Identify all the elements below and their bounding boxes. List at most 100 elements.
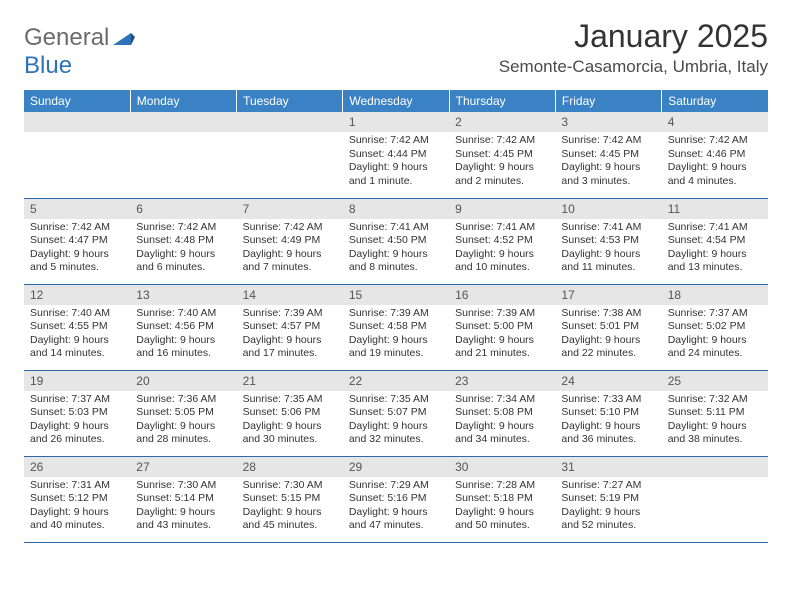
- sunset-text: Sunset: 4:53 PM: [561, 234, 655, 248]
- calendar-cell: 23Sunrise: 7:34 AMSunset: 5:08 PMDayligh…: [449, 370, 555, 456]
- daylight-text: Daylight: 9 hours and 16 minutes.: [136, 334, 230, 361]
- day-number: 20: [130, 371, 236, 391]
- sunset-text: Sunset: 5:05 PM: [136, 406, 230, 420]
- calendar-cell: 11Sunrise: 7:41 AMSunset: 4:54 PMDayligh…: [662, 198, 768, 284]
- day-number: 31: [555, 457, 661, 477]
- sunrise-text: Sunrise: 7:32 AM: [668, 393, 762, 407]
- day-data: Sunrise: 7:28 AMSunset: 5:18 PMDaylight:…: [449, 477, 555, 537]
- day-data: Sunrise: 7:30 AMSunset: 5:15 PMDaylight:…: [237, 477, 343, 537]
- day-number: 19: [24, 371, 130, 391]
- sunrise-text: Sunrise: 7:29 AM: [349, 479, 443, 493]
- daylight-text: Daylight: 9 hours and 52 minutes.: [561, 506, 655, 533]
- weekday-row: Sunday Monday Tuesday Wednesday Thursday…: [24, 90, 768, 112]
- day-data: Sunrise: 7:35 AMSunset: 5:07 PMDaylight:…: [343, 391, 449, 451]
- calendar-cell: 28Sunrise: 7:30 AMSunset: 5:15 PMDayligh…: [237, 456, 343, 542]
- day-number: 2: [449, 112, 555, 132]
- calendar-cell: 14Sunrise: 7:39 AMSunset: 4:57 PMDayligh…: [237, 284, 343, 370]
- month-title: January 2025: [499, 18, 768, 55]
- daylight-text: Daylight: 9 hours and 43 minutes.: [136, 506, 230, 533]
- calendar-cell-empty: [130, 112, 236, 198]
- calendar-cell: 4Sunrise: 7:42 AMSunset: 4:46 PMDaylight…: [662, 112, 768, 198]
- day-number: 4: [662, 112, 768, 132]
- sunset-text: Sunset: 4:45 PM: [455, 148, 549, 162]
- daylight-text: Daylight: 9 hours and 24 minutes.: [668, 334, 762, 361]
- day-number: 22: [343, 371, 449, 391]
- day-data: Sunrise: 7:29 AMSunset: 5:16 PMDaylight:…: [343, 477, 449, 537]
- daylight-text: Daylight: 9 hours and 3 minutes.: [561, 161, 655, 188]
- sunrise-text: Sunrise: 7:42 AM: [349, 134, 443, 148]
- day-data: Sunrise: 7:41 AMSunset: 4:54 PMDaylight:…: [662, 219, 768, 279]
- calendar-cell: 20Sunrise: 7:36 AMSunset: 5:05 PMDayligh…: [130, 370, 236, 456]
- daylight-text: Daylight: 9 hours and 45 minutes.: [243, 506, 337, 533]
- day-data: Sunrise: 7:32 AMSunset: 5:11 PMDaylight:…: [662, 391, 768, 451]
- daylight-text: Daylight: 9 hours and 26 minutes.: [30, 420, 124, 447]
- daylight-text: Daylight: 9 hours and 47 minutes.: [349, 506, 443, 533]
- daylight-text: Daylight: 9 hours and 1 minute.: [349, 161, 443, 188]
- sunrise-text: Sunrise: 7:41 AM: [349, 221, 443, 235]
- calendar-cell: 5Sunrise: 7:42 AMSunset: 4:47 PMDaylight…: [24, 198, 130, 284]
- sunset-text: Sunset: 5:03 PM: [30, 406, 124, 420]
- calendar-cell: 3Sunrise: 7:42 AMSunset: 4:45 PMDaylight…: [555, 112, 661, 198]
- daylight-text: Daylight: 9 hours and 2 minutes.: [455, 161, 549, 188]
- calendar-cell: 30Sunrise: 7:28 AMSunset: 5:18 PMDayligh…: [449, 456, 555, 542]
- sunset-text: Sunset: 4:54 PM: [668, 234, 762, 248]
- sunrise-text: Sunrise: 7:27 AM: [561, 479, 655, 493]
- daylight-text: Daylight: 9 hours and 30 minutes.: [243, 420, 337, 447]
- sunset-text: Sunset: 5:16 PM: [349, 492, 443, 506]
- calendar-cell: 13Sunrise: 7:40 AMSunset: 4:56 PMDayligh…: [130, 284, 236, 370]
- calendar-cell: 18Sunrise: 7:37 AMSunset: 5:02 PMDayligh…: [662, 284, 768, 370]
- location: Semonte-Casamorcia, Umbria, Italy: [499, 57, 768, 77]
- daylight-text: Daylight: 9 hours and 14 minutes.: [30, 334, 124, 361]
- sunset-text: Sunset: 4:45 PM: [561, 148, 655, 162]
- day-number: 16: [449, 285, 555, 305]
- calendar-cell: 31Sunrise: 7:27 AMSunset: 5:19 PMDayligh…: [555, 456, 661, 542]
- day-data: Sunrise: 7:39 AMSunset: 5:00 PMDaylight:…: [449, 305, 555, 365]
- sunrise-text: Sunrise: 7:41 AM: [455, 221, 549, 235]
- sunset-text: Sunset: 4:44 PM: [349, 148, 443, 162]
- sunset-text: Sunset: 5:01 PM: [561, 320, 655, 334]
- sunset-text: Sunset: 5:19 PM: [561, 492, 655, 506]
- day-number: 7: [237, 199, 343, 219]
- calendar-cell: 15Sunrise: 7:39 AMSunset: 4:58 PMDayligh…: [343, 284, 449, 370]
- day-number: 27: [130, 457, 236, 477]
- daylight-text: Daylight: 9 hours and 6 minutes.: [136, 248, 230, 275]
- day-number: 10: [555, 199, 661, 219]
- sunrise-text: Sunrise: 7:35 AM: [243, 393, 337, 407]
- day-number: 23: [449, 371, 555, 391]
- day-data: Sunrise: 7:40 AMSunset: 4:56 PMDaylight:…: [130, 305, 236, 365]
- daylight-text: Daylight: 9 hours and 28 minutes.: [136, 420, 230, 447]
- daylight-text: Daylight: 9 hours and 36 minutes.: [561, 420, 655, 447]
- logo-text: General Blue: [24, 24, 135, 80]
- daylight-text: Daylight: 9 hours and 7 minutes.: [243, 248, 337, 275]
- sunrise-text: Sunrise: 7:37 AM: [30, 393, 124, 407]
- calendar-row: 12Sunrise: 7:40 AMSunset: 4:55 PMDayligh…: [24, 284, 768, 370]
- sunset-text: Sunset: 4:48 PM: [136, 234, 230, 248]
- day-data: Sunrise: 7:42 AMSunset: 4:47 PMDaylight:…: [24, 219, 130, 279]
- weekday-header: Tuesday: [237, 90, 343, 112]
- sunset-text: Sunset: 5:11 PM: [668, 406, 762, 420]
- sunrise-text: Sunrise: 7:33 AM: [561, 393, 655, 407]
- calendar-cell: 17Sunrise: 7:38 AMSunset: 5:01 PMDayligh…: [555, 284, 661, 370]
- logo-text-blue: Blue: [24, 52, 72, 79]
- day-number: 12: [24, 285, 130, 305]
- day-data: Sunrise: 7:27 AMSunset: 5:19 PMDaylight:…: [555, 477, 661, 537]
- sunset-text: Sunset: 4:58 PM: [349, 320, 443, 334]
- day-number: 25: [662, 371, 768, 391]
- calendar-cell: 25Sunrise: 7:32 AMSunset: 5:11 PMDayligh…: [662, 370, 768, 456]
- day-data: Sunrise: 7:34 AMSunset: 5:08 PMDaylight:…: [449, 391, 555, 451]
- daylight-text: Daylight: 9 hours and 34 minutes.: [455, 420, 549, 447]
- sunset-text: Sunset: 4:47 PM: [30, 234, 124, 248]
- calendar-row: 19Sunrise: 7:37 AMSunset: 5:03 PMDayligh…: [24, 370, 768, 456]
- sunrise-text: Sunrise: 7:37 AM: [668, 307, 762, 321]
- sunset-text: Sunset: 4:49 PM: [243, 234, 337, 248]
- sunset-text: Sunset: 5:00 PM: [455, 320, 549, 334]
- day-data: Sunrise: 7:40 AMSunset: 4:55 PMDaylight:…: [24, 305, 130, 365]
- sunrise-text: Sunrise: 7:30 AM: [136, 479, 230, 493]
- calendar-cell-empty: [24, 112, 130, 198]
- day-data: Sunrise: 7:39 AMSunset: 4:57 PMDaylight:…: [237, 305, 343, 365]
- calendar-cell-empty: [662, 456, 768, 542]
- sunset-text: Sunset: 5:15 PM: [243, 492, 337, 506]
- day-number: 30: [449, 457, 555, 477]
- calendar-cell: 19 Sunrise: 7:37 AMSunset: 5:03 PMDayligh…: [24, 370, 130, 456]
- weekday-header: Thursday: [449, 90, 555, 112]
